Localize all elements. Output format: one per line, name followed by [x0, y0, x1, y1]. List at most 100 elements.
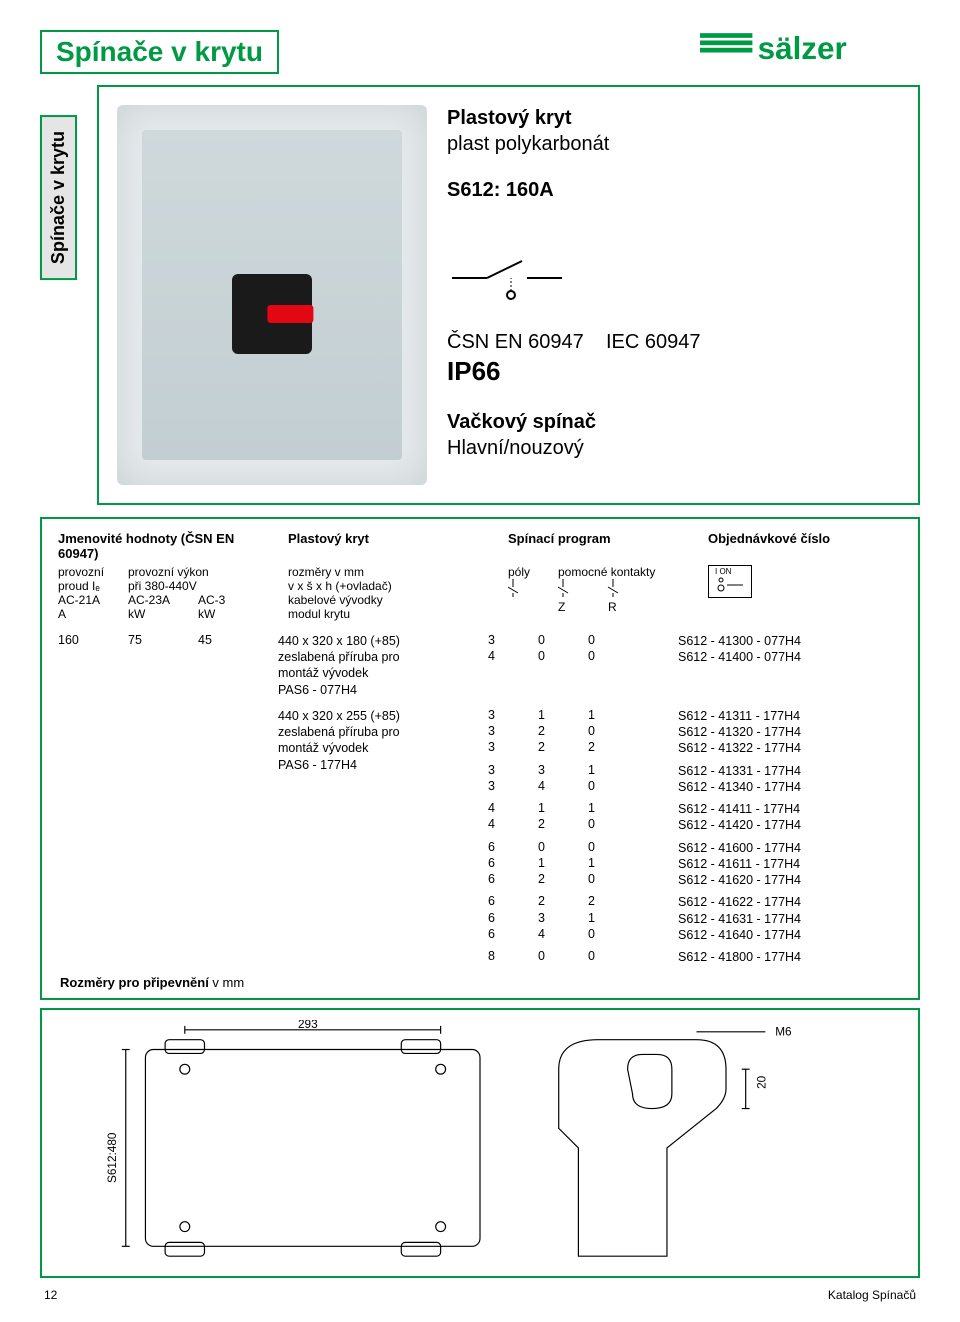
- order-code: S612 - 41620 - 177H4: [678, 872, 902, 888]
- hero-enclosure-title: Plastový kryt: [447, 105, 900, 131]
- spec-sub: A: [58, 607, 128, 621]
- spec-h2: Plastový kryt: [288, 531, 498, 561]
- spec-sub: kW: [198, 607, 215, 621]
- dim-m6: M6: [775, 1025, 792, 1039]
- spec-sub: pomocné kontakty: [558, 565, 655, 579]
- cell: 3: [488, 779, 538, 795]
- spec-h4: Objednávkové číslo: [708, 531, 902, 561]
- cell: 3: [488, 740, 538, 756]
- dim-text: zeslabená příruba pro: [278, 724, 488, 740]
- cell: 2: [538, 872, 588, 888]
- cell: 2: [588, 740, 638, 756]
- order-code: S612 - 41322 - 177H4: [678, 740, 902, 756]
- spec-sub: AC-23A: [128, 593, 198, 607]
- sidebar-tab: Spínače v krytu: [40, 115, 77, 280]
- spec-table: Jmenovité hodnoty (ČSN EN 60947) Plastov…: [40, 517, 920, 1001]
- rating-value: 75: [128, 633, 198, 698]
- spec-sub: kabelové vývodky: [288, 593, 498, 607]
- cell: 4: [488, 817, 538, 833]
- order-code: S612 - 41420 - 177H4: [678, 817, 902, 833]
- cell: 2: [538, 724, 588, 740]
- order-code: S612 - 41331 - 177H4: [678, 763, 902, 779]
- cell: 0: [538, 649, 588, 665]
- dim-height: S612:480: [105, 1132, 119, 1183]
- cell: 4: [488, 801, 538, 817]
- cell: 6: [488, 894, 538, 910]
- spec-h1: Jmenovité hodnoty (ČSN EN 60947): [58, 531, 278, 561]
- order-code: S612 - 41600 - 177H4: [678, 840, 902, 856]
- spec-sub: provozní: [58, 565, 128, 579]
- dims-title-bold: Rozměry pro připevnění: [60, 975, 209, 990]
- cell: 2: [538, 817, 588, 833]
- spec-sub: provozní výkon: [128, 565, 209, 579]
- spec-sub: proud Iₑ: [58, 579, 128, 593]
- cell: 0: [588, 649, 638, 665]
- order-code: S612 - 41411 - 177H4: [678, 801, 902, 817]
- spec-sub: rozměry v mm: [288, 565, 498, 579]
- order-code: S612 - 41300 - 077H4: [678, 633, 902, 649]
- product-photo: [117, 105, 427, 485]
- cell: 1: [538, 801, 588, 817]
- cell: 6: [488, 856, 538, 872]
- dim-text: PAS6 - 177H4: [278, 757, 488, 773]
- hero-model: S612: 160A: [447, 177, 900, 203]
- cell: 3: [488, 633, 538, 649]
- dimension-drawing: 293 S612:480 20 M6: [40, 1008, 920, 1278]
- order-code: S612 - 41611 - 177H4: [678, 856, 902, 872]
- cell: 0: [588, 840, 638, 856]
- spec-sub: AC-21A: [58, 593, 128, 607]
- cell: 1: [588, 708, 638, 724]
- cell: 4: [488, 649, 538, 665]
- cell: 1: [588, 856, 638, 872]
- spec-h3: Spínací program: [508, 531, 698, 561]
- cell: 0: [588, 872, 638, 888]
- dim-offset: 20: [754, 1076, 768, 1090]
- cell: 1: [538, 856, 588, 872]
- catalog-name: Katalog Spínačů: [828, 1288, 916, 1302]
- contact-symbol-icon: [508, 579, 698, 600]
- cell: 8: [488, 949, 538, 965]
- hero-box: Plastový kryt plast polykarbonát S612: 1…: [97, 85, 920, 505]
- cell: 1: [588, 763, 638, 779]
- dim-text: montáž vývodek: [278, 665, 488, 681]
- cell: 6: [488, 911, 538, 927]
- order-code: S612 - 41622 - 177H4: [678, 894, 902, 910]
- page-number: 12: [44, 1288, 57, 1302]
- cell: 0: [588, 633, 638, 649]
- spec-sub: Z: [558, 600, 608, 614]
- cell: 0: [588, 817, 638, 833]
- cell: 2: [538, 740, 588, 756]
- spec-sub: AC-3: [198, 593, 225, 607]
- cell: 6: [488, 872, 538, 888]
- cell: 1: [588, 911, 638, 927]
- svg-text:sälzer: sälzer: [758, 31, 847, 66]
- cell: 4: [538, 779, 588, 795]
- cell: 3: [538, 911, 588, 927]
- cell: 0: [588, 779, 638, 795]
- order-code: S612 - 41800 - 177H4: [678, 949, 902, 965]
- cell: 0: [538, 949, 588, 965]
- hero-cam-sub: Hlavní/nouzový: [447, 435, 900, 461]
- cell: 3: [488, 763, 538, 779]
- order-code: S612 - 41400 - 077H4: [678, 649, 902, 665]
- cell: 6: [488, 927, 538, 943]
- hero-cam-title: Vačkový spínač: [447, 409, 900, 435]
- hero-ip-rating: IP66: [447, 355, 900, 389]
- cell: 1: [538, 708, 588, 724]
- dim-text: 440 x 320 x 255 (+85): [278, 708, 488, 724]
- spec-sub: v x š x h (+ovladač): [288, 579, 498, 593]
- rating-value: 160: [58, 633, 128, 698]
- cell: 0: [588, 927, 638, 943]
- order-code: S612 - 41340 - 177H4: [678, 779, 902, 795]
- dim-text: zeslabená příruba pro: [278, 649, 488, 665]
- dim-text: montáž vývodek: [278, 740, 488, 756]
- cell: 2: [588, 894, 638, 910]
- cell: 0: [588, 724, 638, 740]
- spec-sub: modul krytu: [288, 607, 498, 621]
- spec-sub: póly: [508, 565, 558, 579]
- spec-sub: při 380-440V: [128, 579, 197, 593]
- cell: 0: [538, 633, 588, 649]
- dims-title-light: v mm: [209, 975, 244, 990]
- aux-icon: I ON: [708, 565, 752, 598]
- cell: 3: [538, 763, 588, 779]
